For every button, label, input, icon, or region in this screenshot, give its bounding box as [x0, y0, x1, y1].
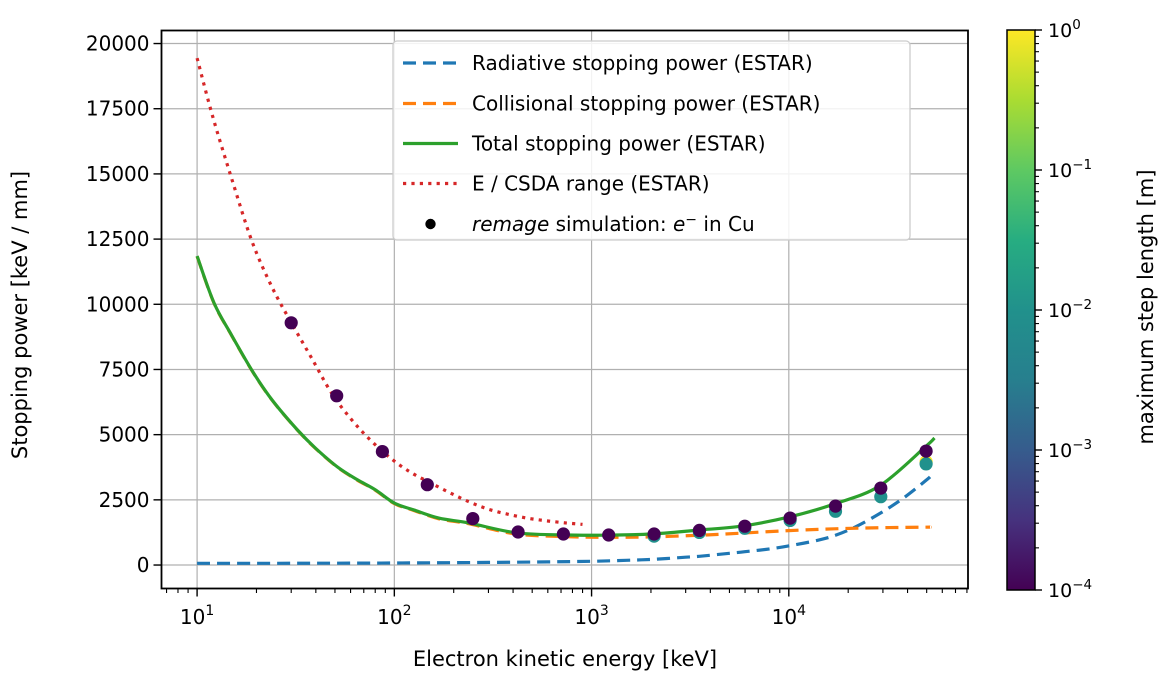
scatter-point: [738, 519, 752, 533]
legend-label-4: remage simulation: e− in Cu: [472, 212, 755, 236]
scatter-point: [375, 445, 389, 459]
scatter-point: [466, 511, 480, 526]
axes-layer: 101 102 103 104 0 2500 5000 7500 10000 12500 15000…: [86, 29, 969, 629]
colorbar-tick-label: 100: [1048, 17, 1081, 42]
y-tick-label: 12500: [86, 227, 150, 251]
scatter-point: [919, 457, 933, 471]
scatter-point: [874, 481, 888, 495]
series-line-0: [197, 475, 932, 565]
colorbar-tick-label: 10−1: [1048, 157, 1092, 182]
legend: Radiative stopping power (ESTAR) Collisio…: [392, 40, 911, 241]
scatter-point: [511, 525, 525, 539]
plot-frame: [160, 29, 969, 590]
scatter-point: [330, 389, 344, 403]
legend-scatter-marker: [425, 218, 436, 230]
scatter-point: [828, 499, 843, 513]
legend-label-0: Radiative stopping power (ESTAR): [472, 51, 813, 75]
colorbar-label: maximum step length [m]: [1134, 169, 1158, 444]
y-tick-label: 20000: [86, 32, 150, 56]
scatter-point: [647, 527, 661, 541]
y-tick-label: 17500: [86, 97, 150, 121]
y-tick-label: 10000: [86, 292, 150, 316]
y-tick-label: 15000: [86, 162, 150, 186]
colorbar: 100 10−1 10−2 10−3 10−4: [1006, 17, 1092, 602]
scatter-point: [420, 478, 434, 492]
scatter-point: [556, 527, 571, 541]
x-tick-label: 103: [574, 603, 608, 629]
scatter-point: [783, 511, 797, 525]
y-tick-label: 2500: [99, 488, 150, 512]
colorbar-tick-label: 10−2: [1048, 297, 1092, 322]
legend-label-2: Total stopping power (ESTAR): [471, 132, 766, 156]
scatter-layer: [284, 316, 933, 543]
x-tick-label: 102: [377, 603, 411, 629]
x-tick-label: 104: [772, 603, 806, 629]
scatter-point: [284, 316, 298, 330]
x-axis-label: Electron kinetic energy [keV]: [413, 647, 717, 671]
scatter-point: [692, 523, 707, 538]
colorbar-tick-label: 10−4: [1048, 577, 1092, 602]
colorbar-tick-label: 10−3: [1048, 437, 1092, 462]
series-line-3: [195, 57, 583, 526]
y-axis-label: Stopping power [keV / mm]: [8, 171, 32, 459]
y-tick-label: 0: [137, 553, 150, 577]
y-tick-label: 5000: [99, 423, 150, 447]
legend-label-3: E / CSDA range (ESTAR): [472, 172, 710, 196]
y-tick-label: 7500: [99, 357, 150, 381]
colorbar-gradient-bar: [1007, 30, 1035, 590]
scatter-point: [602, 528, 616, 542]
legend-box: [392, 40, 911, 241]
scatter-point: [919, 444, 933, 458]
legend-label-1: Collisional stopping power (ESTAR): [472, 92, 820, 116]
x-tick-label: 101: [180, 603, 214, 629]
